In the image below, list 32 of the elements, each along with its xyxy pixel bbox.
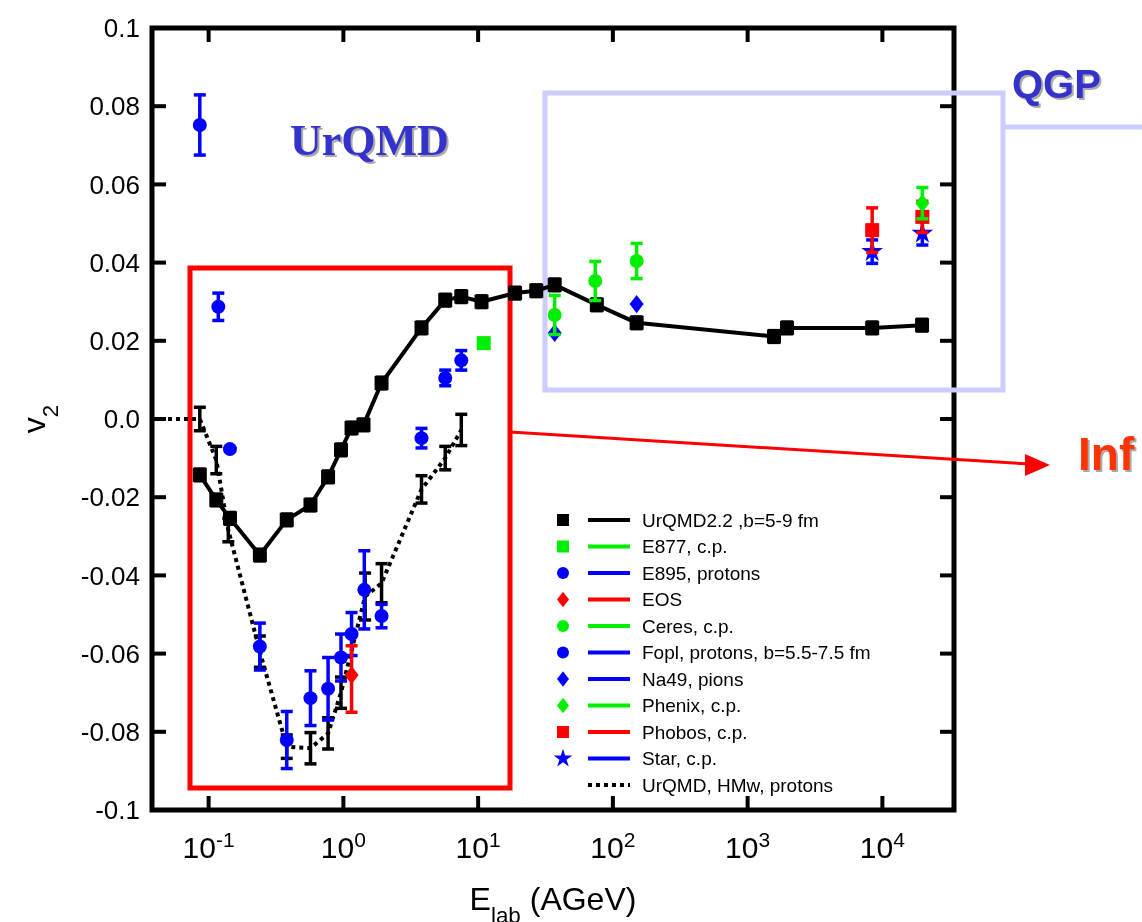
legend-label: Na49, pions [642,668,744,690]
annotation: UrQMD [290,116,449,165]
legend-label: Ceres, c.p. [642,615,734,637]
text: Inf [1078,428,1135,480]
x-tick-label: 10$^{4}$ [859,827,906,864]
y-tick-label: 0.0 [103,404,140,435]
x-tick-label: 10$^{0}$ [320,827,366,864]
legend-label: Phobos, c.p. [642,721,748,743]
legend-label: Fopl, protons, b=5.5-7.5 fm [642,642,871,664]
legend-label: UrQMD, HMw, protons [642,774,834,796]
x-tick-label: 10$^{-1}$ [182,827,235,864]
x-tick-label: 10$^{3}$ [725,827,771,864]
y-tick-label: 0.08 [89,91,140,122]
legend-label: Star, c.p. [642,748,717,770]
y-tick-label: 0.1 [103,13,140,44]
x-tick-label: 10$^{2}$ [590,827,636,864]
legend-label: Phenix, c.p. [642,695,742,717]
legend-label: E877, c.p. [642,536,728,558]
legend-label: E895, protons [642,562,761,584]
legend-label: EOS [642,589,683,611]
y-tick-label: 0.02 [89,325,140,356]
x-tick-label: 10$^{1}$ [455,827,501,864]
text: QGP [1012,62,1101,106]
y-tick-label: -0.08 [80,716,140,747]
legend-label: UrQMD2.2 ,b=5-9 fm [642,509,819,531]
y-tick-label: -0.1 [95,795,140,826]
x-axis-title: E$_{lab}$ (AGeV) [469,881,637,922]
y-tick-label: -0.04 [80,560,140,591]
y-tick-label: -0.02 [80,482,140,513]
y-tick-label: -0.06 [80,638,140,669]
y-tick-label: 0.04 [89,247,140,278]
y-tick-label: 0.06 [89,169,140,200]
